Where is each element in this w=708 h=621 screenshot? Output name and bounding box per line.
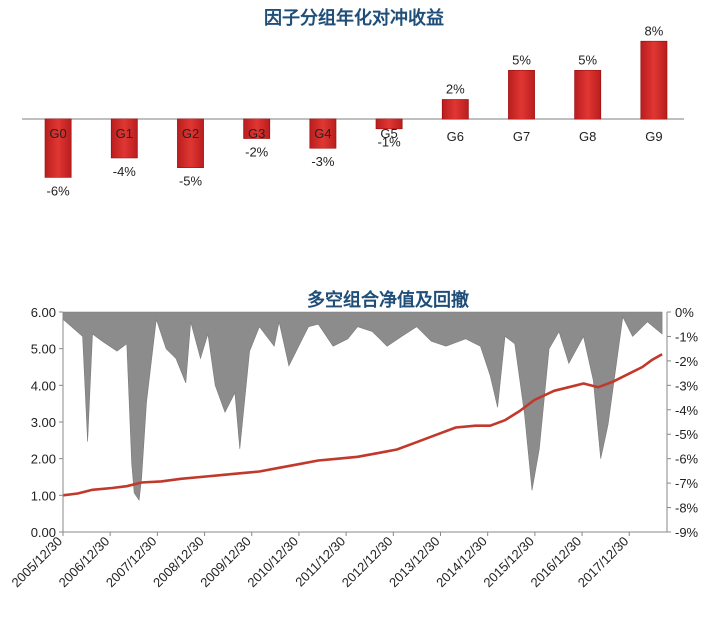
bar-series: G0 -6% G1 -4% G2 -5% G3 -2% G4 -3% G5-1% G6 2% G7 5% G8… (22, 23, 684, 198)
bar-category-label: G7 (513, 129, 530, 144)
left-tick-label: 2.00 (31, 452, 56, 467)
bar-shade-G8 (574, 70, 601, 119)
bar-shade-G9 (640, 41, 667, 119)
right-tick-label: -2% (675, 354, 699, 369)
bar-value-label: 2% (446, 82, 465, 97)
right-tick-label: -7% (675, 476, 699, 491)
net-value-line (62, 353, 663, 497)
net-value-drawdown-chart: 多空组合净值及回撤 0.00 1.00 2.00 3.00 4.00 5.00 6.00 0%… (8, 289, 698, 590)
bar-category-label: G6 (447, 129, 464, 144)
bar-category-label: G9 (645, 129, 662, 144)
left-tick-label: 5.00 (31, 342, 56, 357)
x-tick-label: 2017/12/30 (575, 534, 632, 591)
bar-shade-G4 (309, 119, 336, 149)
bar-shade-G7 (508, 70, 535, 119)
bar-shade-G6 (442, 99, 469, 119)
right-tick-label: -9% (675, 525, 699, 540)
bar-shade-G1 (111, 119, 138, 158)
right-tick-label: 0% (675, 305, 694, 320)
right-tick-label: -5% (675, 427, 699, 442)
bar-chart-title: 因子分组年化对冲收益 (264, 7, 444, 29)
bar-value-label: 5% (512, 52, 531, 67)
bar-category-label: G8 (579, 129, 596, 144)
drawdown-area (62, 311, 663, 502)
left-tick-label: 3.00 (31, 415, 56, 430)
line-chart-title: 多空组合净值及回撤 (307, 289, 469, 311)
right-tick-label: -1% (675, 329, 699, 344)
bar-category-label: G5 (380, 126, 397, 141)
bar-value-label: -2% (245, 144, 269, 159)
bar-value-label: -5% (179, 174, 203, 189)
bar-category-label: G1 (116, 126, 133, 141)
bar-value-label: -3% (311, 154, 335, 169)
bar-shade-G3 (243, 119, 270, 139)
bar-shade-G5 (376, 119, 403, 129)
left-tick-label: 4.00 (31, 378, 56, 393)
right-tick-label: -6% (675, 452, 699, 467)
bar-value-label: 8% (645, 23, 664, 38)
bar-shade-G2 (177, 119, 204, 168)
right-tick-label: -8% (675, 501, 699, 516)
bar-value-label: -4% (113, 164, 137, 179)
bar-category-label: G2 (182, 126, 199, 141)
bar-category-label: G0 (49, 126, 66, 141)
bar-category-label: G4 (314, 126, 331, 141)
bar-value-label: -1% (378, 135, 402, 150)
bar-value-label: 5% (578, 52, 597, 67)
left-tick-label: 0.00 (31, 525, 56, 540)
bar-category-label: G3 (248, 126, 265, 141)
bar-shade-G0 (45, 119, 72, 178)
x-tick-label: 2010/12/30 (244, 534, 301, 591)
bar-chart: 因子分组年化对冲收益 G0 -6% G1 -4% G2 -5% G3 -2% G4 -3% G5-1… (22, 7, 684, 198)
line-chart-plot: 0.00 1.00 2.00 3.00 4.00 5.00 6.00 0% -1% -2% -3% -… (8, 305, 698, 590)
bar-value-label: -6% (47, 183, 71, 198)
right-tick-label: -3% (675, 378, 699, 393)
right-tick-label: -4% (675, 403, 699, 418)
left-tick-label: 1.00 (31, 488, 56, 503)
left-tick-label: 6.00 (31, 305, 56, 320)
